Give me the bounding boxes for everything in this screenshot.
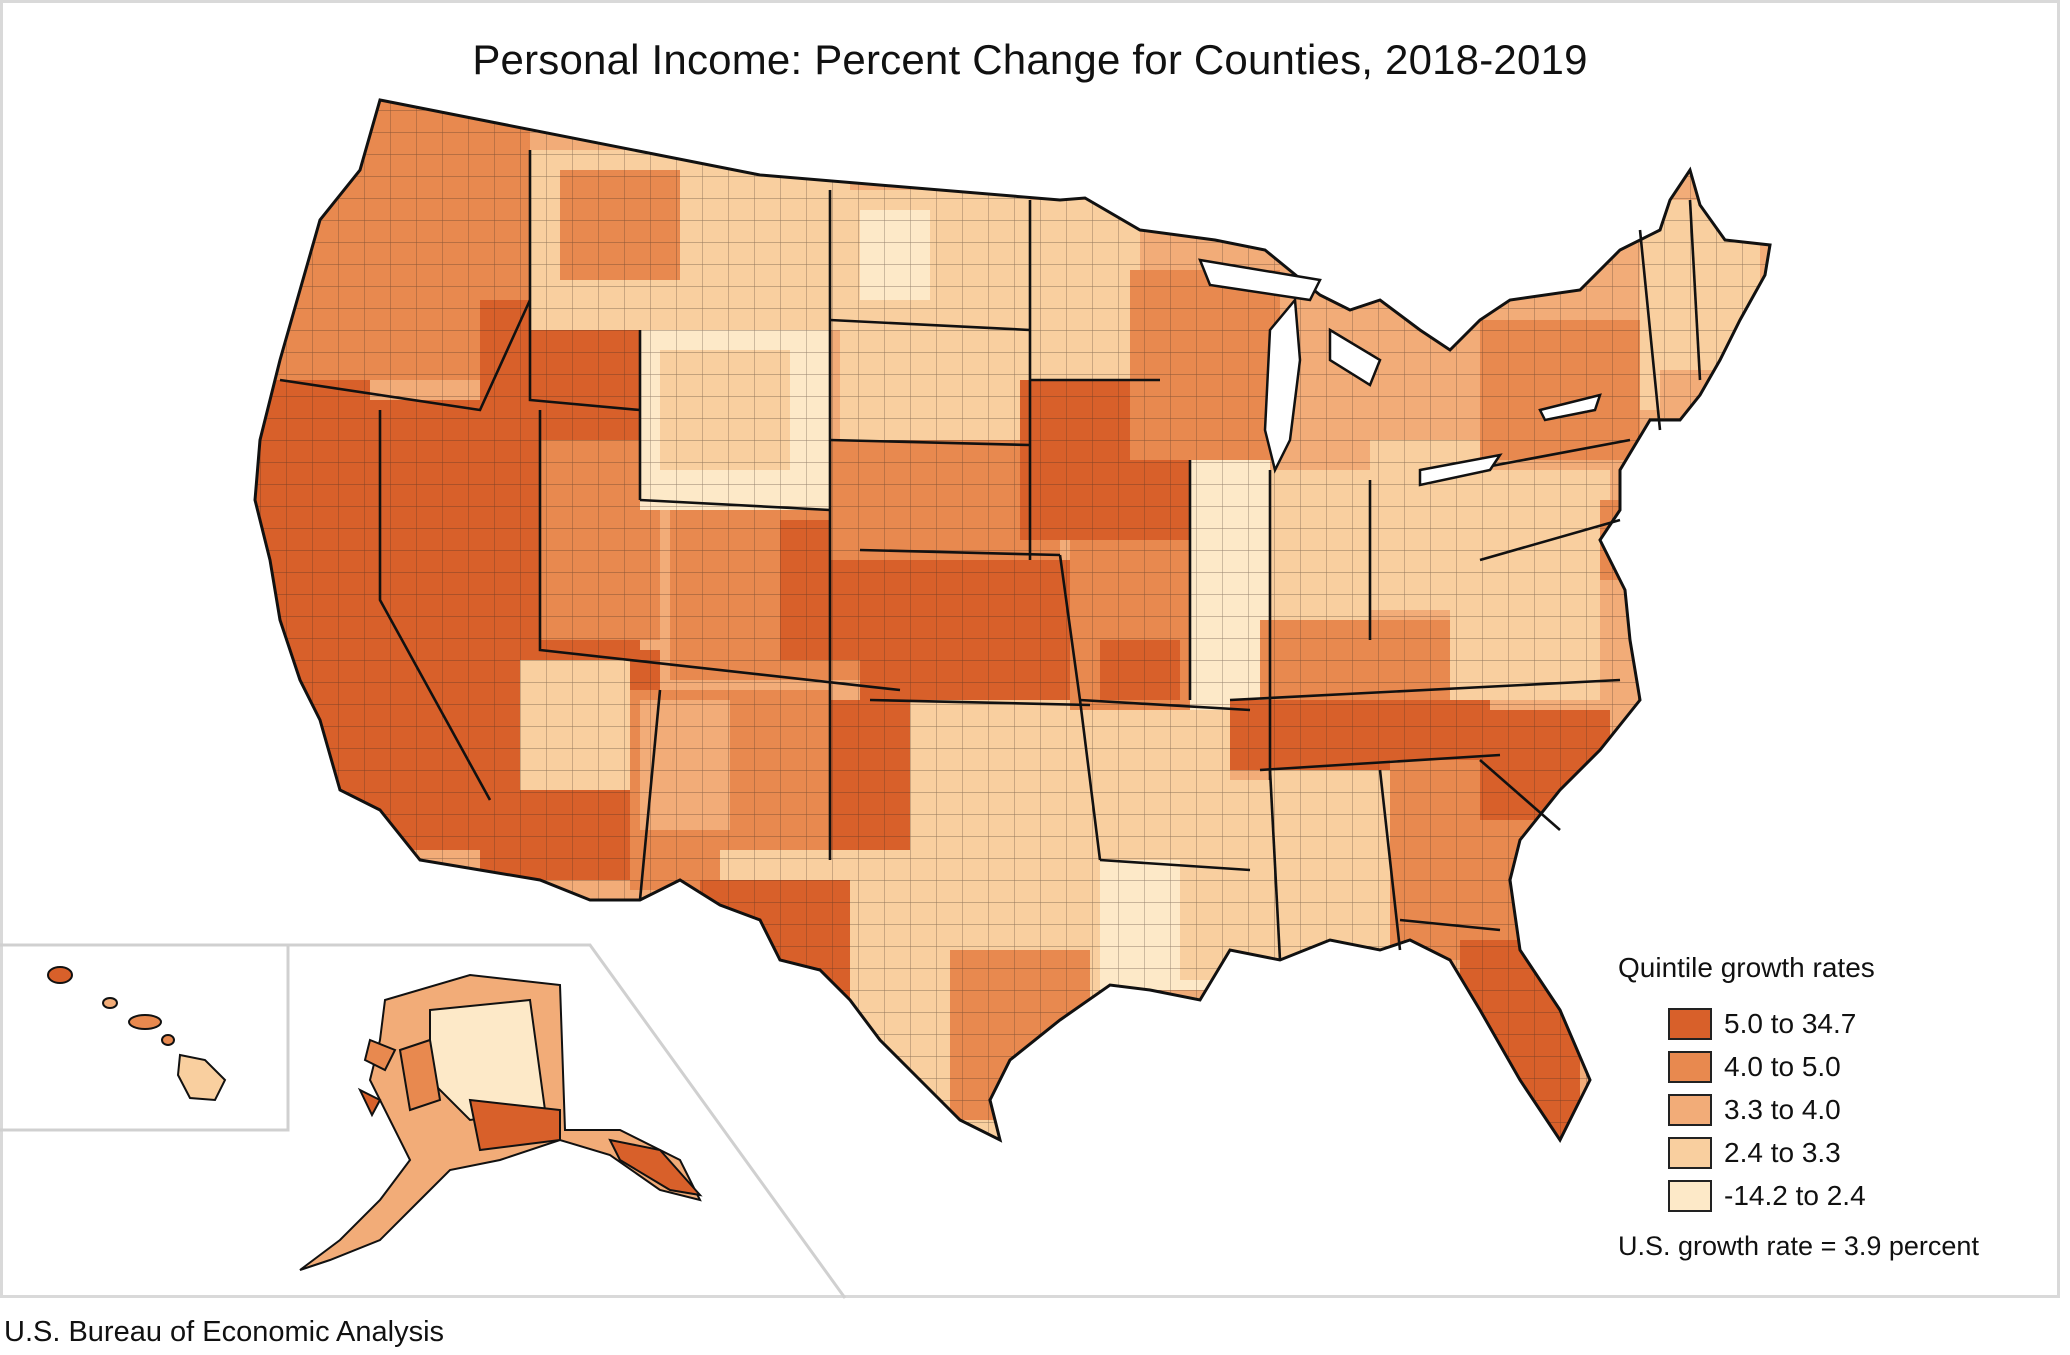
- map-title: Personal Income: Percent Change for Coun…: [472, 36, 1588, 83]
- legend-item: 3.3 to 4.0: [1668, 1088, 2058, 1131]
- legend-label: 4.0 to 5.0: [1724, 1050, 1841, 1082]
- legend-label: -14.2 to 2.4: [1724, 1179, 1866, 1211]
- legend-item: 4.0 to 5.0: [1668, 1045, 2058, 1088]
- legend-swatch: [1668, 1179, 1712, 1212]
- great-lakes: [1198, 258, 1602, 487]
- legend-item: 2.4 to 3.3: [1668, 1131, 2058, 1174]
- state-boundaries: [279, 150, 1702, 961]
- us-growth-rate-note: U.S. growth rate = 3.9 percent: [1618, 1231, 1979, 1261]
- legend-label: 3.3 to 4.0: [1724, 1093, 1841, 1125]
- hawaii-inset: [47, 966, 227, 1102]
- legend: Quintile growth rates 5.0 to 34.7 4.0 to…: [1618, 952, 2058, 1262]
- legend-swatch: [1668, 1007, 1712, 1040]
- legend-label: 5.0 to 34.7: [1724, 1007, 1857, 1039]
- legend-swatch: [1668, 1093, 1712, 1126]
- legend-swatch: [1668, 1050, 1712, 1083]
- legend-item: 5.0 to 34.7: [1668, 1002, 2058, 1045]
- inset-frames: [0, 943, 847, 1299]
- legend-title: Quintile growth rates: [1618, 952, 1875, 983]
- legend-swatch: [1668, 1136, 1712, 1169]
- source-credit: U.S. Bureau of Economic Analysis: [4, 1316, 445, 1348]
- us-outline: [253, 98, 1772, 1143]
- legend-label: 2.4 to 3.3: [1724, 1136, 1841, 1168]
- legend-item: -14.2 to 2.4: [1668, 1174, 2058, 1217]
- alaska-inset: [299, 973, 703, 1271]
